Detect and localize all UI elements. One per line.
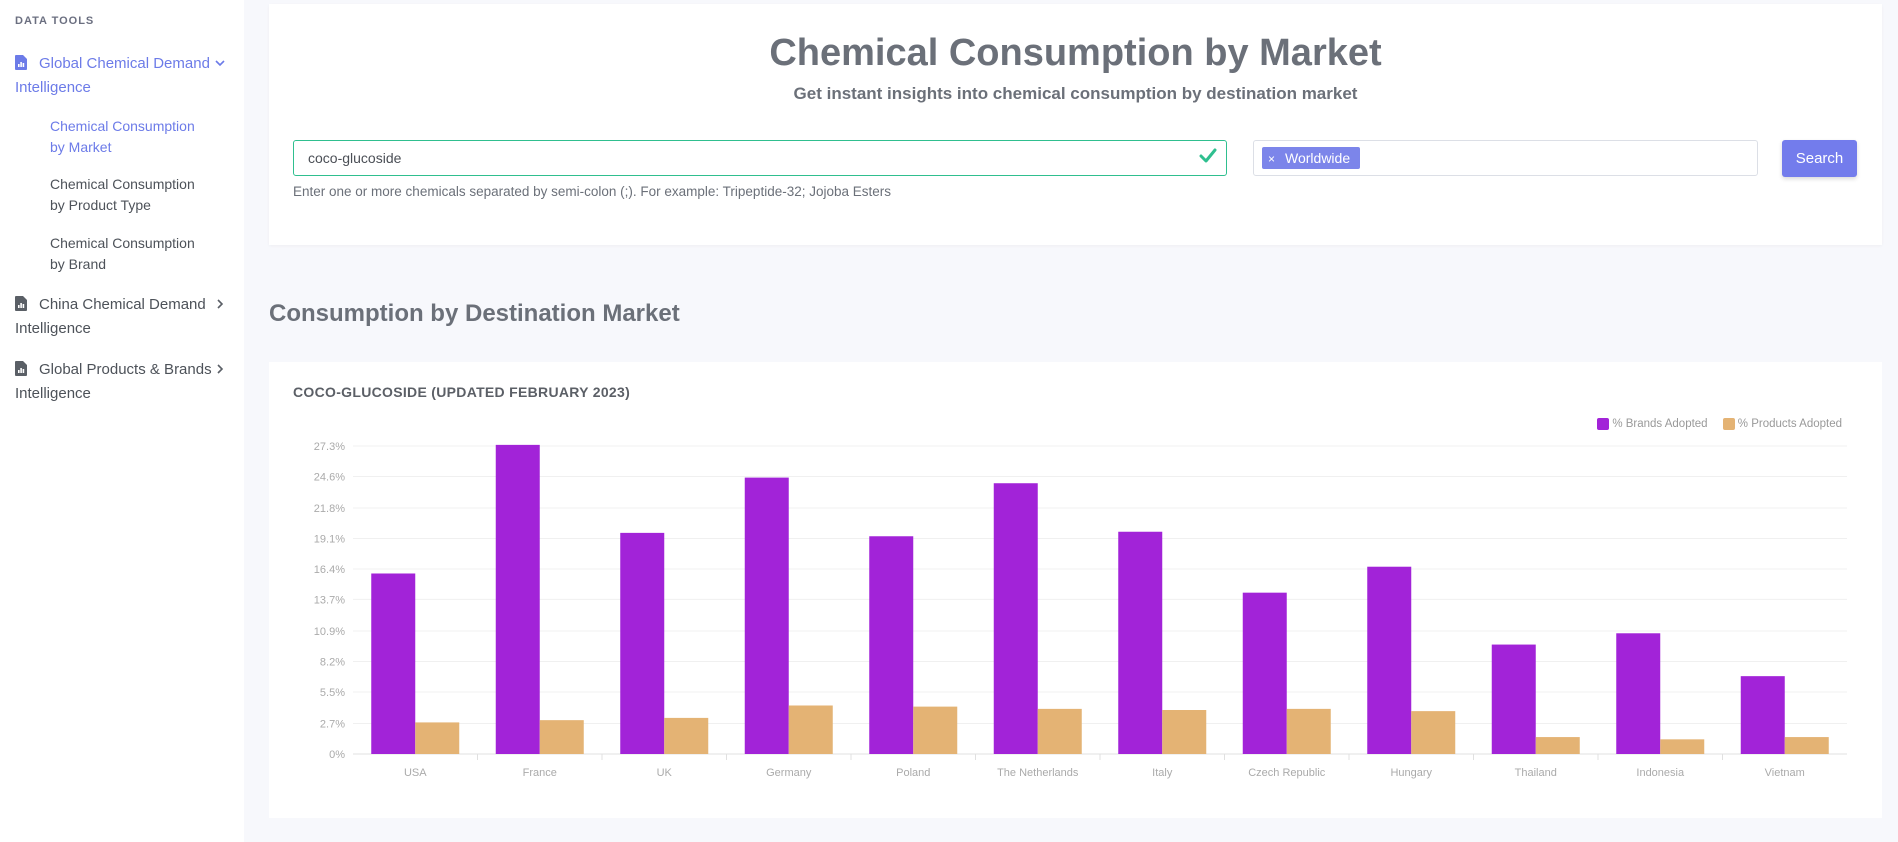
chevron-right-icon[interactable] [215,294,225,316]
search-panel: Chemical Consumption by Market Get insta… [269,4,1882,245]
bar-brands-adopted[interactable] [371,573,416,754]
bar-products-adopted[interactable] [788,705,833,754]
bar-chart: 0% 2.7% 5.5% 8.2% 10.9% 13.7% 16.4% 19.1% 21.8% 2… [314,441,1847,779]
x-tick-label: UK [657,767,673,779]
bar-brands-adopted[interactable] [1118,531,1163,754]
y-tick-label: 8.2% [320,656,345,668]
close-icon[interactable]: × [1268,152,1276,166]
nav-group-label: Global Products & Brands Intelligence [15,361,212,402]
y-tick-label: 21.8% [314,503,345,515]
search-button[interactable]: Search [1782,140,1857,177]
y-tick-label: 0% [329,749,345,761]
sidebar-heading: DATA TOOLS [15,15,95,27]
sidebar-item-consumption-by-market[interactable]: Chemical Consumption by Market [50,118,195,155]
market-select[interactable]: × Worldwide [1253,140,1758,176]
legend-swatch [1597,418,1610,430]
legend-label: % Products Adopted [1737,418,1842,430]
chart-panel: 0% 2.7% 5.5% 8.2% 10.9% 13.7% 16.4% 19.1% 21.8% 2… [269,362,1882,818]
bar-brands-adopted[interactable] [620,532,665,754]
y-tick-label: 27.3% [314,441,345,453]
document-chart-icon [15,361,27,383]
bar-products-adopted[interactable] [664,717,709,754]
x-tick-label: Czech Republic [1248,767,1326,779]
nav-group-label: China Chemical Demand Intelligence [15,296,206,337]
sidebar-item-consumption-by-product-type[interactable]: Chemical Consumption by Product Type [50,176,195,213]
bar-brands-adopted[interactable] [1242,592,1287,754]
x-tick-label: Italy [1152,767,1173,779]
x-tick-label: Indonesia [1636,767,1685,779]
bar-products-adopted[interactable] [1411,711,1456,754]
y-tick-label: 5.5% [320,687,345,699]
x-tick-label: The Netherlands [997,767,1079,779]
bar-products-adopted[interactable] [1660,739,1705,754]
x-tick-label: Poland [896,767,930,779]
nav-group-label: Global Chemical Demand Intelligence [15,55,210,96]
bar-products-adopted[interactable] [1784,737,1829,754]
y-tick-label: 24.6% [314,471,345,483]
document-chart-icon [15,296,27,318]
y-tick-label: 2.7% [320,719,345,731]
legend-swatch [1722,418,1735,430]
bar-brands-adopted[interactable] [495,444,540,754]
chart-legend: % Brands Adopted % Products Adopted [1585,418,1842,433]
x-tick-label: USA [404,767,427,779]
nav-group-global-products-brands[interactable]: Global Products & Brands Intelligence [15,359,225,405]
check-icon [1199,148,1217,169]
bar-products-adopted[interactable] [1535,737,1580,754]
section-title: Consumption by Destination Market [269,300,680,327]
legend-item-brands[interactable]: % Brands Adopted [1597,418,1708,430]
chart-title: COCO-GLUCOSIDE (UPDATED FEBRUARY 2023) [293,384,631,400]
page-title: Chemical Consumption by Market [769,32,1382,74]
bar-brands-adopted[interactable] [1616,633,1661,754]
sidebar-item-consumption-by-brand[interactable]: Chemical Consumption by Brand [50,235,195,272]
bar-brands-adopted[interactable] [1740,676,1785,754]
bar-products-adopted[interactable] [1162,710,1207,754]
y-tick-label: 10.9% [314,626,345,638]
bar-brands-adopted[interactable] [1367,566,1412,754]
bar-brands-adopted[interactable] [1491,644,1536,754]
x-tick-label: France [523,767,557,779]
bar-brands-adopted[interactable] [993,483,1038,754]
bar-products-adopted[interactable] [539,720,584,754]
document-chart-icon [15,55,27,77]
bar-brands-adopted[interactable] [744,477,789,754]
nav-group-china-chemical[interactable]: China Chemical Demand Intelligence [15,294,225,340]
legend-item-products[interactable]: % Products Adopted [1722,418,1842,430]
sidebar: DATA TOOLS Global Chemical Demand Intell… [0,0,244,842]
chemical-search-input[interactable] [293,140,1227,176]
y-tick-label: 16.4% [314,564,345,576]
market-tag: × Worldwide [1262,147,1361,169]
bar-products-adopted[interactable] [415,722,460,754]
legend-label: % Brands Adopted [1612,418,1708,430]
y-tick-label: 13.7% [314,594,345,606]
x-tick-label: Germany [766,767,812,779]
nav-group-global-chemical[interactable]: Global Chemical Demand Intelligence [15,53,225,99]
y-tick-label: 19.1% [314,534,345,546]
market-tag-label: Worldwide [1285,150,1351,166]
bar-products-adopted[interactable] [913,706,958,754]
bar-products-adopted[interactable] [1037,708,1082,754]
bar-brands-adopted[interactable] [869,536,914,754]
chemical-input-helper-text: Enter one or more chemicals separated by… [293,184,892,199]
x-tick-label: Thailand [1515,767,1557,779]
page-subtitle: Get instant insights into chemical consu… [793,84,1358,103]
chevron-right-icon[interactable] [215,359,225,381]
bar-products-adopted[interactable] [1286,708,1331,754]
chevron-down-icon[interactable] [215,53,225,75]
x-tick-label: Vietnam [1765,767,1805,779]
x-tick-label: Hungary [1390,767,1432,779]
